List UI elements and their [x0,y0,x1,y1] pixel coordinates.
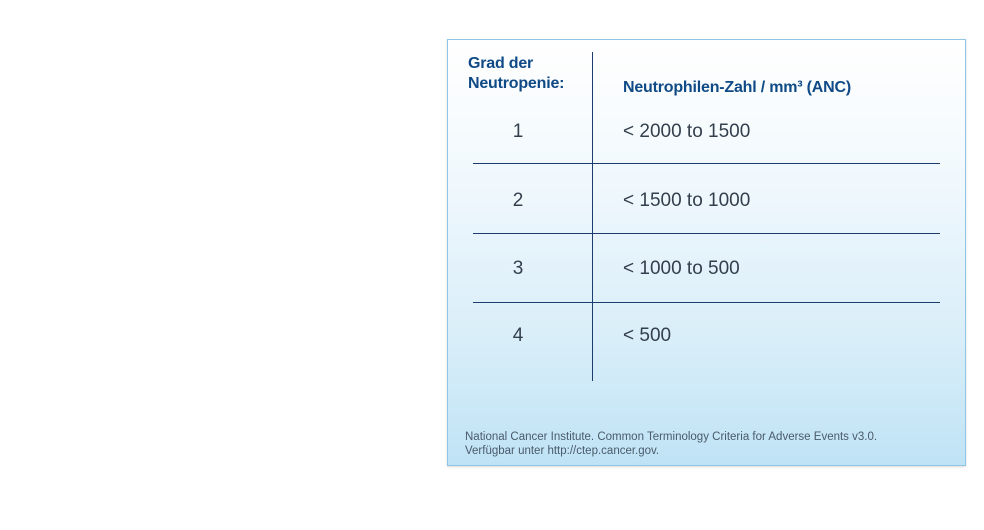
info-panel [447,39,966,466]
grade-cell-2: 2 [512,190,524,211]
anc-cell-1: < 2000 to 1500 [623,121,751,142]
header-grade: Grad der Neutropenie: [468,55,565,92]
header-anc: Neutrophilen-Zahl / mm³ (ANC) [623,79,851,96]
anc-cell-2: < 1500 to 1000 [623,190,751,211]
grade-cell-4: 4 [512,325,524,346]
anc-cell-3: < 1000 to 500 [623,258,740,279]
grade-cell-3: 3 [512,258,524,279]
footnote-line-1: National Cancer Institute. Common Termin… [465,431,878,443]
row-divider [473,302,940,303]
footnote-line-2: Verfügbar unter http://ctep.cancer.gov. [465,445,660,457]
row-divider [473,233,940,234]
footnote: National Cancer Institute. Common Termin… [465,430,955,458]
row-divider [473,163,940,164]
anc-cell-4: < 500 [623,325,672,346]
grade-cell-1: 1 [512,121,524,142]
column-divider [592,52,593,381]
